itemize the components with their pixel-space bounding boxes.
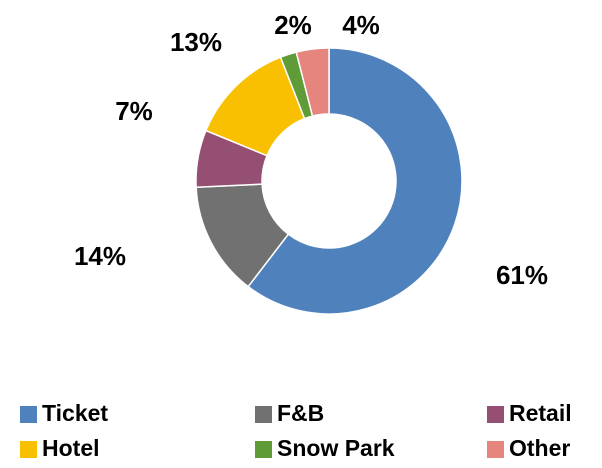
legend-label: Other	[509, 435, 570, 461]
legend-swatch	[487, 441, 504, 458]
legend-swatch	[20, 406, 37, 423]
data-label: 14%	[74, 241, 126, 271]
legend-swatch	[255, 406, 272, 423]
legend-swatch	[487, 406, 504, 423]
data-label: 61%	[496, 260, 548, 290]
legend-label: Snow Park	[277, 435, 395, 461]
legend-swatch	[20, 441, 37, 458]
data-label: 2%	[274, 10, 312, 40]
chart: 61% 14% 7% 13% 2% 4% Ticket F&B Retail Hotel Snow …	[0, 0, 602, 468]
legend-swatch	[255, 441, 272, 458]
data-label: 4%	[342, 10, 380, 40]
legend-label: Hotel	[42, 435, 100, 461]
legend-label: Ticket	[42, 400, 108, 426]
data-label: 7%	[115, 96, 153, 126]
legend-label: F&B	[277, 400, 324, 426]
legend-label: Retail	[509, 400, 572, 426]
data-label: 13%	[170, 27, 222, 57]
